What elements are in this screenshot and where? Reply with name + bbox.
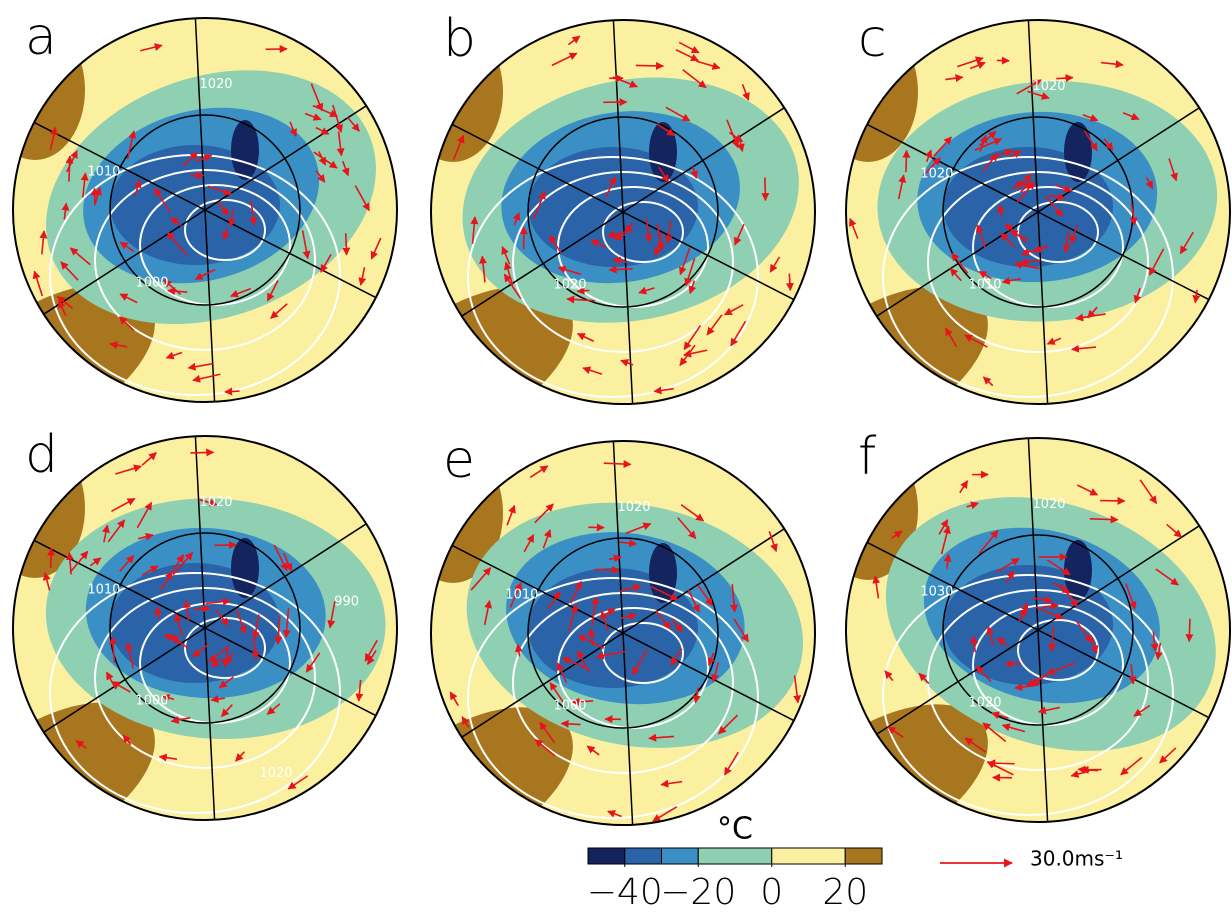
colorbar-tick-label: −20 <box>660 872 736 913</box>
wind-vector <box>789 274 790 291</box>
contour-label: 1000 <box>135 275 168 290</box>
contour-label: 1020 <box>259 766 292 781</box>
colorbar-segment <box>662 848 699 864</box>
wind-vector <box>51 548 52 568</box>
contour-label: 1020 <box>199 77 232 92</box>
contour-label: 1010 <box>87 583 120 598</box>
colorbar-tick-label: 0 <box>760 872 783 913</box>
contour-label: 1010 <box>968 277 1001 292</box>
colorbar-segment <box>625 848 662 864</box>
wind-vector <box>194 608 210 609</box>
map-panel: 1010 1020 1020 <box>763 20 1230 469</box>
map-fill: 1020 <box>348 20 822 469</box>
colorbar-tick-label: 20 <box>822 872 868 913</box>
panel-label: a <box>25 7 57 67</box>
wind-vector <box>906 150 907 172</box>
map-fill: 1020 1030 1020 <box>763 438 1232 887</box>
panel-label: b <box>443 9 476 69</box>
contour-label: 1020 <box>553 277 586 292</box>
colorbar-unit: °C <box>717 812 753 847</box>
wind-vector <box>561 723 580 724</box>
contour-label: 1020 <box>920 167 953 182</box>
colorbar-segment <box>588 848 625 864</box>
contour-label: 1010 <box>505 588 538 603</box>
vector-legend-label: 30.0ms⁻¹ <box>1030 847 1123 871</box>
contour-label: 1000 <box>553 698 586 713</box>
map-panel: 1000 1010 1020 990 1020 <box>0 436 397 885</box>
wind-vector <box>765 177 766 200</box>
contour-label: 1020 <box>199 495 232 510</box>
wind-vector <box>190 452 213 453</box>
panel-label: e <box>443 430 475 490</box>
contour-label: 1030 <box>920 585 953 600</box>
map-panel: 1020 1030 1020 <box>763 438 1232 887</box>
map-fill: 1000 1010 1020 <box>348 441 826 890</box>
contour-label: 1020 <box>617 500 650 515</box>
panel-label: c <box>858 9 887 69</box>
colorbar-segment <box>698 848 772 864</box>
wind-vector <box>225 391 240 392</box>
panel-label: d <box>25 425 58 485</box>
map-panel: 1000 1010 1020 <box>0 18 412 467</box>
colorbar-segment <box>772 848 846 864</box>
contour-label: 1000 <box>135 693 168 708</box>
contour-label: 1010 <box>87 165 120 180</box>
figure: 100010101020a1020b101010201020c100010101… <box>0 0 1232 915</box>
wind-vector <box>1090 519 1118 520</box>
wind-vector <box>1189 619 1190 642</box>
colorbar-tick-label: −40 <box>587 872 663 913</box>
contour-label: 1020 <box>968 695 1001 710</box>
map-fill: 1010 1020 1020 <box>763 20 1230 469</box>
contour-label: 1020 <box>1032 79 1065 94</box>
map-panel: 1020 <box>348 20 822 469</box>
wind-vector <box>636 65 663 66</box>
wind-vector <box>215 545 237 546</box>
map-panel: 1000 1010 1020 <box>348 441 826 890</box>
wind-vector <box>346 233 347 255</box>
contour-label: 990 <box>334 594 359 609</box>
panel-label: f <box>858 427 877 487</box>
colorbar-segment <box>845 848 882 864</box>
contour-label: 1020 <box>1032 497 1065 512</box>
